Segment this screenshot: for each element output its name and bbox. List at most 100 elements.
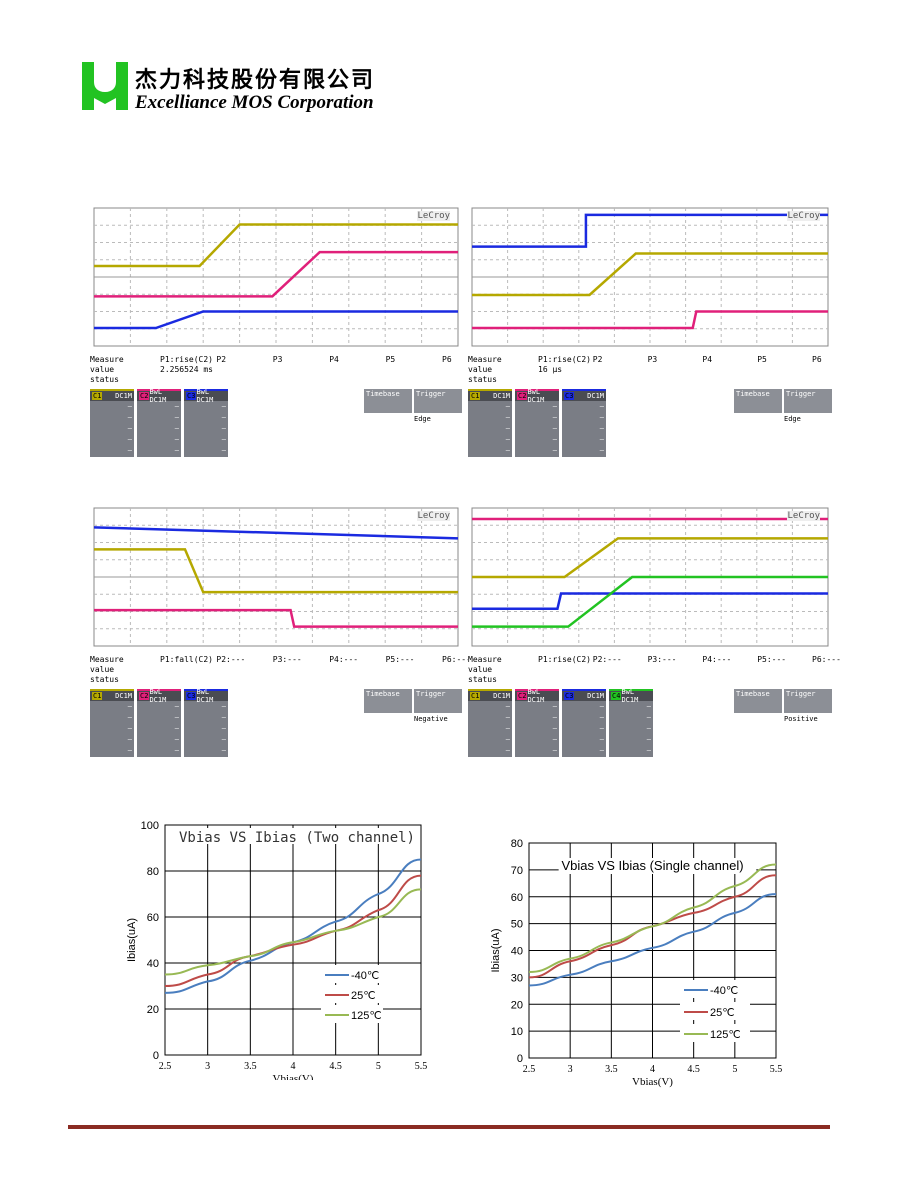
measure-param: P2 — [592, 355, 603, 364]
status-label: status — [90, 375, 119, 384]
measure-param: P4:--- — [329, 655, 359, 664]
trigger-edge: Positive — [784, 715, 818, 723]
x-tick-label: 3.5 — [244, 1061, 256, 1072]
measure-param: P3:--- — [272, 655, 302, 664]
scope-brand: LeCroy — [787, 211, 820, 221]
measure-param: P5:--- — [757, 655, 787, 664]
waveform-c2 — [472, 310, 828, 330]
value-label: value — [468, 365, 493, 374]
y-tick-label: 10 — [511, 1026, 523, 1038]
measure-value: 2.256524 ms — [160, 365, 213, 374]
measure-label: Measure — [468, 355, 502, 364]
y-tick-label: 70 — [511, 865, 523, 877]
channel-box-c3: C3 BwL DC1M — — — — — — [184, 688, 228, 757]
x-tick-label: 5 — [732, 1064, 737, 1075]
chart-title: Vbias VS Ibias (Two channel) — [179, 830, 415, 846]
y-tick-label: 0 — [517, 1053, 523, 1065]
measure-param: P6 — [812, 355, 822, 364]
waveform-c3 — [472, 213, 828, 248]
measure-param: P5:--- — [385, 655, 415, 664]
status-label: status — [90, 675, 119, 684]
channel-box-c2: C2 BwL DC1M — — — — — — [515, 688, 559, 757]
measure-param: P1:rise(C2) — [160, 355, 213, 364]
waveform-c2 — [94, 608, 458, 628]
y-tick-label: 60 — [511, 892, 523, 904]
legend-label: 125℃ — [710, 1029, 741, 1041]
trigger-edge: Edge — [414, 415, 431, 423]
scope-grid — [93, 207, 459, 347]
x-tick-label: 3 — [568, 1064, 573, 1075]
oscilloscope-capture: LeCroy Measure P1:rise(C2) P2:--- P3:--- P4:-… — [468, 505, 841, 760]
channel-id: C1 — [470, 692, 481, 700]
value-label: value — [90, 665, 115, 674]
x-tick-label: 4.5 — [329, 1061, 342, 1072]
measure-param: P2:--- — [216, 655, 246, 664]
company-name-chinese: 杰力科技股份有限公司 — [135, 67, 376, 93]
channel-box-c3: C3 DC1M — — — — — — [562, 389, 606, 457]
scope-grid — [471, 507, 829, 647]
measure-param: P3 — [647, 355, 658, 364]
measure-param: P6 — [442, 355, 452, 364]
channel-box-c2: C2 BwL DC1M — — — — — — [137, 388, 181, 457]
y-tick-label: 100 — [141, 820, 159, 832]
y-tick-label: 30 — [511, 972, 523, 984]
x-tick-label: 2.5 — [523, 1064, 536, 1075]
channel-coupling: DC1M — [493, 692, 510, 700]
measure-value: 16 µs — [538, 365, 563, 374]
waveform-c3 — [94, 310, 458, 330]
x-tick-label: 4 — [291, 1061, 296, 1072]
x-axis-label: Vbias(V) — [632, 1076, 673, 1088]
value-label: value — [90, 365, 115, 374]
chart-two-channel: 2.5 3 3.5 4 4.5 5 5.5 0 20 40 60 80 100 Vbias VS Ibia… — [126, 820, 427, 1080]
measure-param: P3:--- — [647, 655, 677, 664]
channel-coupling: BwL DC1M — [196, 688, 214, 704]
legend-label: -40℃ — [710, 985, 738, 997]
y-tick-label: 80 — [511, 838, 523, 850]
scope-brand: LeCroy — [787, 511, 820, 521]
y-tick-label: 20 — [511, 999, 523, 1011]
waveform-c3 — [472, 592, 828, 610]
channel-id: C1 — [92, 392, 103, 400]
trigger-box: Trigger — [784, 689, 832, 713]
footer-rule — [68, 1125, 830, 1129]
legend-label: -40℃ — [351, 970, 379, 982]
channel-coupling: DC1M — [115, 392, 132, 400]
measure-param: P5 — [385, 355, 396, 364]
channel-id: C3 — [186, 392, 197, 400]
oscilloscope-capture: LeCroy Measure P1:fall(C2) P2:--- P3:--- P4:-… — [90, 505, 471, 760]
measure-param: P1:rise(C2) — [538, 655, 591, 664]
x-tick-label: 2.5 — [159, 1061, 172, 1072]
channel-id: C3 — [186, 692, 197, 700]
channel-coupling: DC1M — [115, 692, 132, 700]
y-tick-label: 60 — [147, 912, 159, 924]
channel-coupling: BwL DC1M — [621, 688, 639, 704]
legend-label: 25℃ — [351, 990, 376, 1002]
channel-box-c1: C1 DC1M — — — — — — [468, 389, 512, 457]
measure-param: P1:rise(C2) — [538, 355, 591, 364]
trigger-box: Trigger — [414, 389, 462, 413]
y-tick-label: 50 — [511, 919, 523, 931]
y-tick-label: 40 — [147, 958, 159, 970]
x-tick-label: 3.5 — [605, 1064, 618, 1075]
channel-id: C4 — [611, 692, 622, 700]
y-axis-label: Ibias(uA) — [126, 918, 138, 962]
measure-param: P2 — [216, 355, 227, 364]
trigger-edge: Edge — [784, 415, 801, 423]
trigger-box: Trigger — [784, 389, 832, 413]
trigger-box: Trigger — [414, 689, 462, 713]
measure-param: P4 — [702, 355, 713, 364]
waveform-c1 — [472, 537, 828, 579]
measure-label: Measure — [468, 655, 502, 664]
chart-single-channel: 2.5 3 3.5 4 4.5 5 5.5 0 10 20 30 40 50 60 70 80 Vbias VS… — [490, 838, 782, 1088]
measure-param: P5 — [757, 355, 767, 364]
channel-id: C2 — [139, 392, 150, 400]
waveform-c1 — [472, 252, 828, 297]
channel-id: C2 — [517, 392, 528, 400]
channel-box-c3: C3 BwL DC1M — — — — — — [184, 388, 228, 457]
measure-label: Measure — [90, 655, 124, 664]
x-tick-label: 4.5 — [687, 1064, 700, 1075]
legend-label: 25℃ — [710, 1007, 735, 1019]
channel-coupling: BwL DC1M — [149, 388, 167, 404]
y-tick-label: 80 — [147, 866, 159, 878]
